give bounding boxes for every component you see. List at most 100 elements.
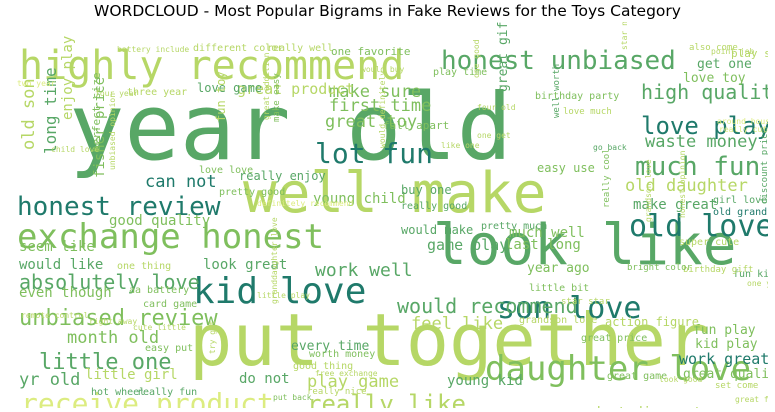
word-point-job: point job [711, 47, 755, 56]
word-old-grandson: old grandson [713, 207, 768, 218]
word-good-thing: good thing [293, 361, 354, 372]
word-love-much: love much [563, 107, 612, 117]
word-star-star: star star [561, 297, 610, 307]
word-unbiased-review: unbiased review [19, 306, 218, 331]
word-grandson-love: grandson love [644, 159, 653, 222]
word-play-time: play time [433, 67, 488, 78]
word-four-old: four old [477, 103, 516, 112]
word-put-together: put together [189, 298, 710, 382]
word-really-well: really well [267, 43, 334, 54]
word-absolutely-love: absolutely love [19, 270, 200, 294]
word-around-house: around house [717, 117, 768, 126]
word-little-girl: little girl [85, 367, 178, 383]
word-worth-money: worth money [309, 349, 376, 360]
word-girl-love: girl love [713, 195, 768, 206]
word-product-discount: product discount [567, 406, 702, 408]
word-fun-play: fun play [693, 323, 756, 338]
word-easy-use: easy use [537, 161, 595, 175]
word-really-enjoy: really enjoy [239, 169, 326, 183]
word-one-year: one year [747, 279, 768, 288]
word-cute-little: cute little [133, 323, 186, 332]
word-even-though: even though [19, 285, 112, 301]
word-like-one: like one [441, 141, 480, 150]
word-year-old: year old [69, 74, 513, 181]
word-card-game: card game [143, 299, 198, 310]
word-love-love: love love [199, 165, 254, 176]
word-honest-review: honest review [17, 192, 221, 222]
word-work-great: work great [679, 350, 768, 368]
word-much-well: much well [509, 225, 585, 241]
word-fun-kid: fun kid [733, 269, 768, 280]
word-old-love: old love [629, 209, 768, 244]
word-put-back: put back [273, 393, 312, 402]
word-well-make: well make [243, 161, 547, 226]
word-fun-toy: fun toy [214, 71, 228, 122]
word-really-good: really good [401, 201, 468, 212]
word-super-cute: super cute [679, 237, 740, 248]
word-one-get: one get [477, 131, 511, 140]
word-hot-wheel: hot wheel [91, 387, 146, 398]
word-fall-apart: fall apart [383, 119, 450, 132]
word-young-child: young child [313, 191, 406, 207]
word-great-product: great product [237, 80, 355, 98]
word-great-addition: great addition [262, 52, 271, 120]
chart-title: WORDCLOUD - Most Popular Bigrams in Fake… [94, 2, 681, 20]
word-exchange-honest: exchange honest [17, 217, 325, 257]
word-would-like: would like [19, 257, 104, 273]
word-remote-control: remote control [21, 311, 89, 320]
word-would-definitely: would definitely [378, 70, 387, 148]
word-one-good: one good [472, 39, 481, 78]
word-also-come: also come [689, 43, 738, 53]
word-daughter-love: daughter love [485, 349, 752, 389]
word-would-recommend: would recommend [397, 294, 578, 318]
word-look-good: look good [659, 375, 703, 384]
word-love-toy: love toy [683, 71, 746, 86]
word-play-set: play set [731, 47, 768, 60]
word-feel-like: feel like [411, 314, 504, 334]
word-definitely-recommend: definitely recommend [257, 199, 354, 208]
word-go-back: go back [593, 143, 627, 152]
word-great-game: great game [607, 371, 668, 382]
word-battery-include: battery include [117, 45, 190, 54]
word-one-favorite: one favorite [331, 45, 411, 58]
word-love-play: love play [641, 112, 768, 140]
word-really-cute: really cute [719, 125, 768, 134]
word-great-quality: great quality [683, 367, 768, 382]
word-birthday-party: birthday party [535, 91, 620, 102]
word-really-nice: really nice [307, 387, 367, 397]
word-last-long: last long [505, 237, 581, 253]
word-great-toy: great toy [325, 112, 418, 132]
word-every-time: every time [291, 339, 370, 354]
word-lot-fun: lot fun [315, 137, 434, 170]
word-cloud: year old put together look like well make hi… [7, 22, 768, 408]
word-perfect-size: perfect size [90, 72, 103, 152]
word-really-fun: really fun [137, 387, 198, 398]
word-granddaughter-love: granddaughter love [270, 217, 279, 304]
word-first-time: first time [329, 96, 432, 116]
word-aa-battery: aa battery [129, 285, 190, 296]
word-make-easy: make easy [272, 73, 282, 122]
word-kid-play: kid play [695, 337, 758, 352]
word-play-game: play game [307, 372, 400, 392]
word-love-game: love game [197, 81, 263, 95]
word-waste-money: waste money [645, 132, 758, 152]
word-would-make: would make [401, 223, 474, 237]
word-try-get: try get [208, 320, 217, 354]
word-receive-product: receive product [21, 387, 274, 409]
word-discount-price: discount price [760, 128, 768, 204]
word-highly-recommend: highly recommend [19, 43, 405, 89]
word-free-exchange: free exchange [315, 369, 378, 378]
word-seem-like: seem like [19, 239, 95, 255]
word-action-figure: action figure [605, 315, 699, 329]
word-good-quality: good quality [109, 213, 211, 229]
word-make-great: make great [633, 197, 718, 213]
word-make-sure: make sure [329, 82, 422, 102]
word-year-ago: year ago [527, 261, 590, 276]
word-old-daughter: old daughter [625, 176, 748, 196]
word-great-gift: great gift [496, 22, 511, 92]
word-do-not: do not [239, 371, 290, 387]
word-yr-old: yr old [19, 370, 81, 390]
word-pretty-much: pretty much [481, 221, 548, 232]
word-little-play: little play [257, 291, 310, 300]
word-buy-one: buy one [401, 183, 452, 197]
